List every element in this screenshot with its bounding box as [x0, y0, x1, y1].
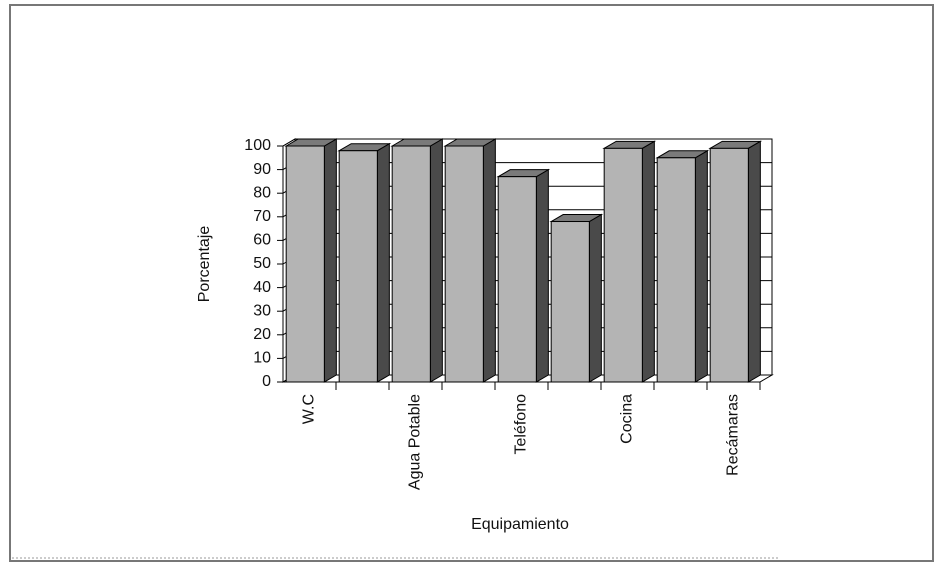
bar	[444, 145, 484, 383]
y-tick-label: 0	[262, 373, 271, 390]
bar-side	[641, 140, 655, 383]
y-tick-label: 70	[253, 208, 271, 225]
bar-side	[376, 142, 390, 383]
y-tick-label: 20	[253, 326, 271, 343]
bar-side	[694, 149, 708, 383]
y-tick-label: 80	[253, 184, 271, 201]
x-tick-label: Cocina	[619, 394, 636, 444]
y-tick-label: 50	[253, 255, 271, 272]
bar	[603, 147, 643, 383]
bar-side	[482, 138, 496, 383]
y-tick-label: 30	[253, 302, 271, 319]
x-tick-label: Teléfono	[513, 394, 530, 455]
bar	[497, 176, 537, 383]
x-tick-label: Agua Potable	[407, 394, 424, 490]
x-tick-label: W.C	[301, 394, 318, 424]
bar-side	[588, 213, 602, 383]
bar	[391, 145, 431, 383]
y-tick-label: 100	[244, 137, 271, 154]
bar	[709, 147, 749, 383]
y-axis-title: Porcentaje	[196, 226, 213, 303]
bar-side	[323, 138, 337, 383]
bar-side	[535, 168, 549, 383]
x-tick-label: Recámaras	[725, 394, 742, 476]
bar-side	[429, 138, 443, 383]
y-tick-label: 60	[253, 232, 271, 249]
x-axis-title: Equipamiento	[471, 516, 569, 533]
frame	[9, 4, 934, 562]
bar-side	[747, 140, 761, 383]
bar	[338, 150, 378, 383]
y-tick-label: 40	[253, 279, 271, 296]
y-tick-label: 10	[253, 350, 271, 367]
grid-line	[282, 138, 296, 147]
bar	[656, 157, 696, 383]
y-tick-label: 90	[253, 161, 271, 178]
bar	[285, 145, 325, 383]
bar	[550, 221, 590, 383]
